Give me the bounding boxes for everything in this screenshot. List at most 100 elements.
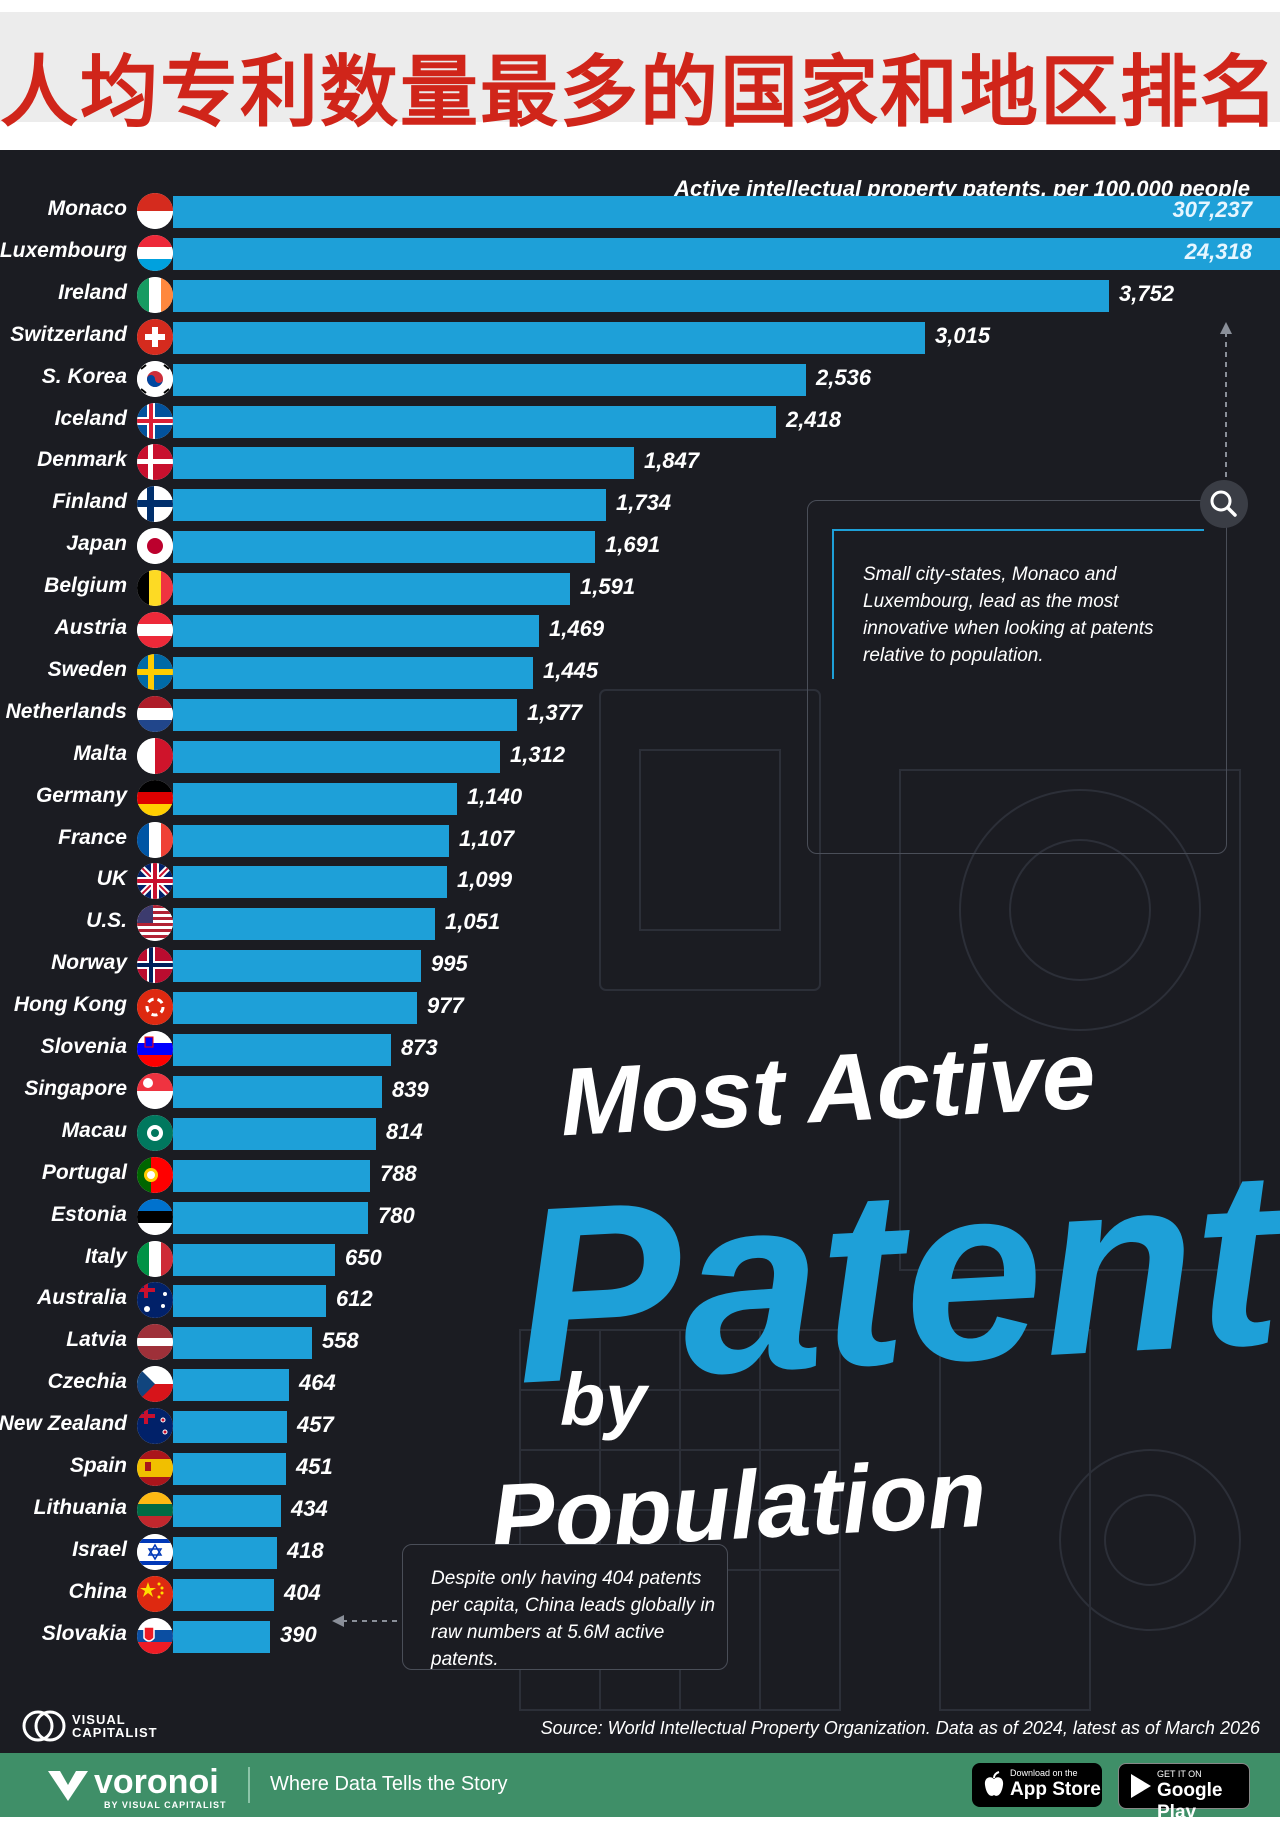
data-label: 612 — [336, 1286, 373, 1312]
tick-label: New Zealand — [0, 1412, 127, 1436]
bar — [173, 1411, 287, 1444]
bar — [173, 1369, 289, 1402]
chart-row-switzerland: Switzerland 3,015 — [0, 317, 1280, 359]
data-label: 1,051 — [445, 909, 501, 935]
portugal-flag-icon — [137, 1156, 173, 1193]
data-label: 1,591 — [580, 574, 636, 600]
tick-label: Iceland — [54, 406, 127, 430]
singapore-flag-icon — [137, 1072, 173, 1109]
footer: voronoi BY VISUAL CAPITALIST Where Data … — [0, 1753, 1280, 1823]
chart-row-malta: Malta 1,312 — [0, 736, 1280, 778]
macau-flag-icon — [137, 1114, 173, 1151]
data-label: 650 — [345, 1244, 382, 1270]
germany-flag-icon — [137, 779, 173, 816]
data-label: 814 — [386, 1118, 423, 1144]
footer-divider — [248, 1767, 250, 1803]
chart-row-spain: Spain 451 — [0, 1448, 1280, 1490]
left-arrow-icon — [332, 1615, 404, 1627]
bar — [173, 824, 449, 857]
bar — [173, 1075, 382, 1108]
bar — [173, 656, 533, 689]
malta-flag-icon — [137, 737, 173, 774]
bar — [173, 489, 606, 522]
chart-row-italy: Italy 650 — [0, 1239, 1280, 1281]
data-label: 451 — [296, 1454, 333, 1479]
data-label: 839 — [392, 1076, 429, 1102]
data-label: 977 — [427, 993, 464, 1019]
banner-title: 人均专利数量最多的国家和地区排名 — [0, 48, 1280, 138]
data-label: 1,312 — [510, 741, 566, 767]
tick-label: Monaco — [47, 197, 127, 220]
chart-row-israel: Israel 418 — [0, 1532, 1280, 1574]
apple-icon — [984, 1771, 1004, 1796]
data-label: 2,536 — [816, 364, 872, 390]
tick-label: Austria — [54, 616, 127, 639]
data-label: 307,237 — [1172, 197, 1252, 222]
data-label: 1,377 — [527, 699, 583, 725]
data-label: 1,140 — [467, 783, 523, 809]
bar — [173, 866, 447, 899]
iceland-flag-icon — [137, 402, 173, 439]
tick-label: Italy — [84, 1244, 127, 1268]
data-label: 404 — [284, 1579, 321, 1605]
data-label: 558 — [322, 1328, 359, 1354]
search-icon — [1200, 480, 1248, 528]
banner: 人均专利数量最多的国家和地区排名 — [0, 12, 1280, 138]
norway-flag-icon — [137, 947, 173, 984]
app-store-button[interactable]: Download on the App Store — [972, 1763, 1102, 1807]
bar — [173, 615, 539, 647]
chart-row-hong-kong: Hong Kong 977 — [0, 987, 1280, 1029]
google-play-text: Google Play — [1157, 1780, 1223, 1823]
annotation-text: Small city-states, Monaco and Luxembourg… — [863, 564, 1154, 666]
chart-row-singapore: Singapore 839 — [0, 1071, 1280, 1113]
chart-row-lithuania: Lithuania 434 — [0, 1490, 1280, 1532]
data-label: 2,418 — [786, 406, 842, 432]
bar — [173, 363, 806, 396]
austria-flag-icon — [137, 612, 173, 648]
tick-label: U.S. — [86, 909, 127, 933]
south-korea-flag-icon — [137, 360, 173, 397]
tick-label: Czechia — [47, 1370, 127, 1394]
japan-flag-icon — [137, 528, 173, 565]
chart-row-austria: Austria 1,469 — [0, 610, 1280, 652]
uk-flag-icon — [137, 863, 173, 900]
finland-flag-icon — [137, 486, 173, 523]
chart-row-usa: U.S. 1,051 — [0, 903, 1280, 945]
new-zealand-flag-icon — [137, 1408, 173, 1445]
data-label: 1,469 — [549, 616, 605, 641]
data-label: 24,318 — [1184, 238, 1252, 264]
google-play-icon — [1131, 1774, 1151, 1798]
france-flag-icon — [137, 821, 173, 858]
data-label: 418 — [287, 1537, 324, 1563]
bar — [173, 447, 634, 480]
title-patents: Patents — [508, 1110, 1280, 1436]
latvia-flag-icon — [137, 1324, 173, 1361]
note-rule — [832, 529, 1204, 531]
data-label: 3,015 — [935, 322, 991, 348]
tick-label: Luxembourg — [0, 238, 127, 262]
chart-panel: Active intellectual property patents, pe… — [0, 150, 1280, 1753]
google-play-button[interactable]: GET IT ON Google Play — [1118, 1763, 1250, 1823]
chart-row-luxembourg: Luxembourg 24,318 — [0, 233, 1280, 275]
tick-label: Latvia — [66, 1328, 127, 1352]
big-title: Most Active Patents by Population — [488, 1022, 1280, 1573]
tick-label: Ireland — [58, 280, 127, 304]
bar — [173, 196, 1280, 228]
voronoi-wordmark: voronoi — [94, 1763, 219, 1801]
chart-row-japan: Japan 1,691 — [0, 526, 1280, 568]
tick-label: Sweden — [47, 657, 127, 681]
tick-label: Belgium — [44, 574, 127, 598]
chart-row-south-korea: S. Korea 2,536 — [0, 359, 1280, 401]
annotation-china: Despite only having 404 patents per capi… — [402, 1544, 728, 1670]
chart-row-sweden: Sweden 1,445 — [0, 652, 1280, 694]
annotation-text: Despite only having 404 patents per capi… — [431, 1568, 716, 1670]
spain-flag-icon — [137, 1450, 173, 1486]
tick-label: Malta — [73, 741, 127, 765]
bar — [173, 1034, 391, 1066]
bar — [173, 1620, 270, 1653]
bar — [173, 992, 417, 1025]
tick-label: Netherlands — [5, 699, 127, 723]
chart-row-finland: Finland 1,734 — [0, 484, 1280, 526]
bar — [173, 405, 776, 438]
tick-label: France — [58, 825, 127, 849]
